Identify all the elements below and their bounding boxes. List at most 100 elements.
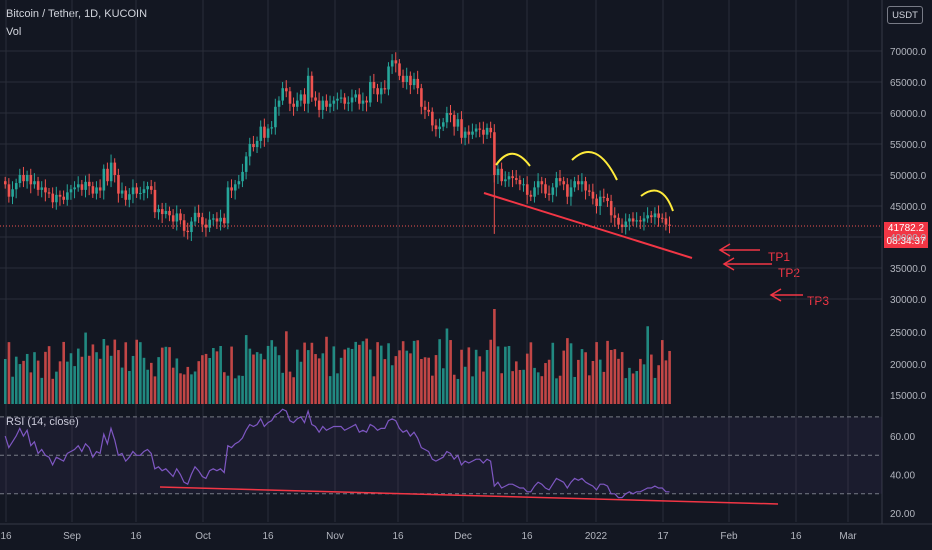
time-tick-label: 16 xyxy=(790,531,802,542)
volume-bar xyxy=(427,357,430,404)
candle-body xyxy=(55,194,58,203)
candle-body xyxy=(303,94,306,104)
volume-bar xyxy=(230,346,233,404)
candle-body xyxy=(361,100,365,104)
price-tick-label: 50000.0 xyxy=(890,171,927,182)
volume-bar xyxy=(577,359,580,404)
candle-body xyxy=(620,224,624,228)
candle-body xyxy=(241,171,244,182)
candle-body xyxy=(212,218,215,220)
volume-bar xyxy=(179,373,182,404)
candle-body xyxy=(80,184,84,190)
support-trendline xyxy=(483,192,693,259)
volume-bar xyxy=(164,346,168,404)
volume-bar xyxy=(343,349,347,404)
volume-bar xyxy=(285,331,288,404)
candle-body xyxy=(496,168,500,175)
candle-body xyxy=(354,94,357,98)
candle-body xyxy=(540,181,544,185)
volume-tick-label: 25000.0 xyxy=(890,328,927,339)
volume-bar xyxy=(263,359,266,404)
candle-body xyxy=(124,190,128,200)
candle-body xyxy=(266,128,270,138)
candle-body xyxy=(482,129,485,135)
volume-bar xyxy=(347,347,350,404)
candle-body xyxy=(91,186,95,194)
volume-bar xyxy=(489,339,493,404)
candle-body xyxy=(270,127,274,129)
candle-body xyxy=(518,179,522,185)
volume-bar xyxy=(540,376,544,404)
volume-bar xyxy=(620,352,624,404)
time-tick-label: Feb xyxy=(720,531,738,542)
candle-body xyxy=(106,168,109,182)
candle-body xyxy=(168,210,171,216)
volume-bar xyxy=(449,340,452,404)
volume-bar xyxy=(588,375,591,404)
candle-body xyxy=(551,187,555,195)
volume-bar xyxy=(270,340,274,404)
volume-bar xyxy=(566,338,569,404)
volume-bar xyxy=(157,357,160,404)
candle-body xyxy=(401,75,405,82)
candle-body xyxy=(219,217,222,222)
volume-bar xyxy=(504,346,507,404)
candle-body xyxy=(69,189,73,193)
volume-bar xyxy=(186,366,190,404)
volume-bar xyxy=(438,339,441,404)
volume-bar xyxy=(365,338,368,404)
volume-bar xyxy=(296,349,299,404)
candle-body xyxy=(460,119,463,138)
candle-body xyxy=(639,220,642,222)
time-tick-label: Dec xyxy=(454,531,472,542)
volume-bar xyxy=(139,342,142,404)
volume-bar xyxy=(98,358,102,404)
volume-bar xyxy=(259,353,263,404)
candle-body xyxy=(577,181,580,185)
candle-body xyxy=(62,196,65,200)
volume-bar xyxy=(226,375,230,404)
candle-body xyxy=(128,194,131,200)
candle-body xyxy=(328,103,332,107)
volume-bar xyxy=(153,376,157,404)
volume-bar xyxy=(482,371,485,404)
volume-bar xyxy=(383,359,387,404)
volume-bar xyxy=(62,341,65,404)
volume-bar xyxy=(635,371,639,404)
candle-body xyxy=(40,187,44,190)
candle-body xyxy=(347,102,350,104)
candle-body xyxy=(321,100,325,110)
volume-bar xyxy=(150,362,153,404)
volume-bar xyxy=(463,366,467,404)
volume-bar xyxy=(11,376,14,404)
candle-body xyxy=(208,219,211,228)
candle-body xyxy=(25,175,29,182)
candle-body xyxy=(642,218,646,222)
candle-body xyxy=(471,131,474,135)
candle-body xyxy=(569,187,573,197)
volume-bar xyxy=(55,371,58,404)
candle-body xyxy=(416,78,420,89)
candle-body xyxy=(36,181,40,190)
candle-body xyxy=(179,213,182,221)
candle-body xyxy=(296,100,299,107)
grid-lines xyxy=(0,0,932,525)
candle-body xyxy=(22,175,25,182)
candle-body xyxy=(405,75,409,82)
volume-bar xyxy=(25,353,29,404)
volume-bar xyxy=(215,351,219,404)
left-shoulder-arc xyxy=(495,152,531,167)
volume-bar xyxy=(474,349,478,404)
candle-body xyxy=(398,63,401,76)
volume-bar xyxy=(288,371,292,404)
candle-body xyxy=(493,132,496,175)
candle-body xyxy=(193,212,197,222)
volume-bar xyxy=(22,360,25,404)
currency-selector-button[interactable]: USDT xyxy=(887,6,923,24)
candle-body xyxy=(522,184,525,186)
candle-body xyxy=(584,181,587,191)
volume-bar xyxy=(332,346,336,404)
tp1-arrow-head xyxy=(718,243,731,257)
volume-bar xyxy=(642,364,646,404)
